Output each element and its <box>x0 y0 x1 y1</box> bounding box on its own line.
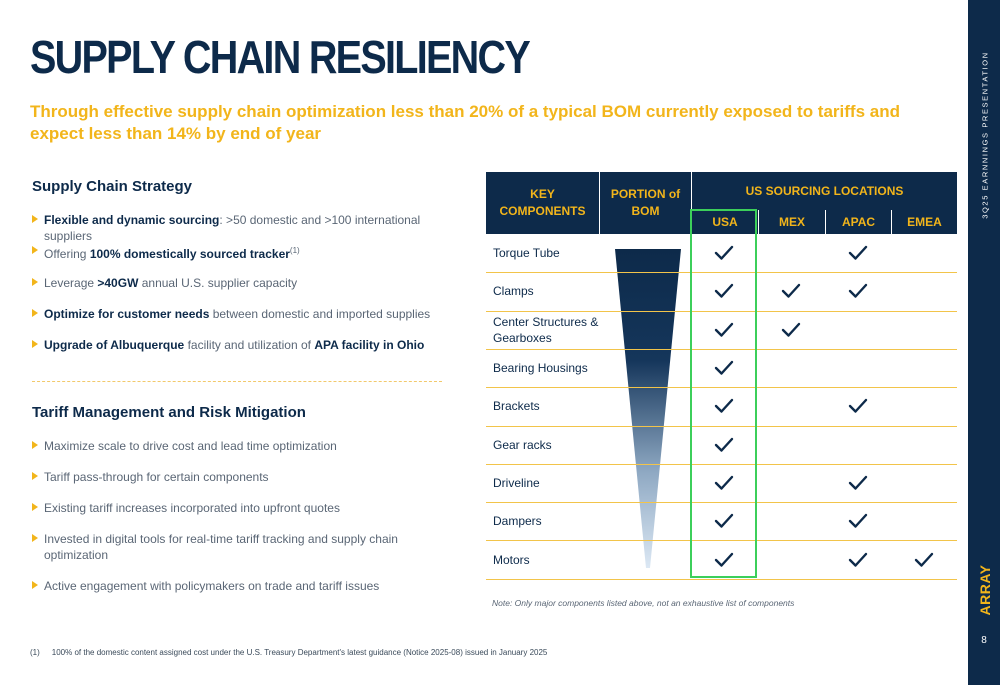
strategy-heading: Supply Chain Strategy <box>32 178 193 195</box>
strategy-bullet: Optimize for customer needs between dome… <box>32 306 462 322</box>
checkmark-icon <box>714 399 734 414</box>
component-name: Torque Tube <box>493 246 560 261</box>
footnote-marker: (1) <box>289 246 300 255</box>
row-divider <box>486 387 957 389</box>
array-logo: ARRAY <box>977 564 993 616</box>
checkmark-icon <box>714 475 734 490</box>
bullet-arrow-icon <box>32 215 38 223</box>
footnote-number: (1) <box>30 648 40 657</box>
row-divider <box>486 578 957 580</box>
bullet-text: facility and utilization of <box>184 338 315 352</box>
component-name: Driveline <box>493 475 540 490</box>
header-country-mex: MEX <box>758 210 825 234</box>
bullet-text: Invested in digital tools for real-time … <box>44 532 398 562</box>
checkmark-icon <box>714 552 734 567</box>
bullet-arrow-icon <box>32 581 38 589</box>
bullet-text: annual U.S. supplier capacity <box>138 276 298 290</box>
checkmark-icon <box>914 552 934 567</box>
bullet-bold: 100% domestically sourced tracker <box>89 247 290 261</box>
checkmark-icon <box>848 552 868 567</box>
bullet-bold: Upgrade of Albuquerque <box>44 338 185 352</box>
footnote-text: 100% of the domestic content assigned co… <box>51 648 548 657</box>
bullet-text: Maximize scale to drive cost and lead ti… <box>44 439 337 453</box>
header-portion-of-bom: PORTION of BOM <box>599 172 691 234</box>
bullet-arrow-icon <box>32 503 38 511</box>
component-name: Motors <box>493 552 530 567</box>
checkmark-icon <box>714 284 734 299</box>
checkmark-icon <box>848 284 868 299</box>
row-divider <box>486 502 957 504</box>
tariff-bullet: Maximize scale to drive cost and lead ti… <box>32 438 462 454</box>
tariff-bullet: Tariff pass-through for certain componen… <box>32 469 462 485</box>
checkmark-icon <box>848 399 868 414</box>
checkmark-icon <box>714 322 734 337</box>
bullet-bold: >40GW <box>97 276 139 290</box>
section-divider <box>32 381 442 382</box>
presentation-label: 3Q25 EARNNINGS PRESENTATION <box>980 51 990 219</box>
bullet-arrow-icon <box>32 340 38 348</box>
header-country-usa: USA <box>691 210 758 234</box>
tariff-bullet: Invested in digital tools for real-time … <box>32 531 412 563</box>
checkmark-icon <box>714 514 734 528</box>
bullet-bold: Flexible and dynamic sourcing <box>44 213 220 227</box>
right-sidebar <box>968 0 1000 685</box>
strategy-bullet: Flexible and dynamic sourcing: >50 domes… <box>32 212 462 244</box>
component-name: Center Structures & Gearboxes <box>493 314 599 345</box>
row-divider <box>486 348 957 350</box>
component-name: Clamps <box>493 284 534 299</box>
header-key-components: KEY COMPONENTS <box>486 172 599 234</box>
bullet-text: between domestic and imported supplies <box>209 307 431 321</box>
bullet-arrow-icon <box>32 441 38 449</box>
header-us-sourcing-locations: US SOURCING LOCATIONS <box>691 172 957 210</box>
bom-portion-funnel <box>615 249 681 568</box>
bullet-text: Tariff pass-through for certain componen… <box>44 470 269 484</box>
component-name: Dampers <box>493 514 542 529</box>
page-number: 8 <box>981 635 987 646</box>
tariff-heading: Tariff Management and Risk Mitigation <box>32 404 306 421</box>
page-subtitle: Through effective supply chain optimizat… <box>30 102 900 143</box>
strategy-bullet: Offering 100% domestically sourced track… <box>32 243 462 262</box>
row-divider <box>486 310 957 312</box>
checkmark-icon <box>781 284 801 299</box>
strategy-bullet: Upgrade of Albuquerque facility and util… <box>32 337 462 353</box>
bullet-bold: APA facility in Ohio <box>314 338 425 352</box>
bullet-arrow-icon <box>32 472 38 480</box>
checkmark-icon <box>714 360 734 375</box>
row-divider <box>486 463 957 465</box>
tariff-bullet: Existing tariff increases incorporated i… <box>32 500 462 516</box>
component-name: Brackets <box>493 399 540 414</box>
row-divider <box>486 540 957 542</box>
table-note: Note: Only major components listed above… <box>492 598 795 608</box>
bullet-arrow-icon <box>32 309 38 317</box>
page-title: SUPPLY CHAIN RESILIENCY <box>30 31 531 83</box>
bullet-text: Existing tariff increases incorporated i… <box>44 501 340 515</box>
row-divider <box>486 425 957 427</box>
checkmark-icon <box>781 322 801 337</box>
component-name: Gear racks <box>493 437 552 452</box>
bullet-text: : >50 domestic and >100 international su… <box>44 213 421 243</box>
footnote: (1) 100% of the domestic content assigned… <box>30 648 547 657</box>
checkmark-icon <box>848 514 868 528</box>
component-name: Bearing Housings <box>493 361 588 376</box>
bullet-arrow-icon <box>32 246 38 254</box>
checkmark-icon <box>848 475 868 490</box>
strategy-bullet: Leverage >40GW annual U.S. supplier capa… <box>32 275 462 291</box>
header-country-apac: APAC <box>825 210 891 234</box>
bullet-arrow-icon <box>32 278 38 286</box>
header-country-emea: EMEA <box>891 210 957 234</box>
bullet-arrow-icon <box>32 534 38 542</box>
bullet-text: Leverage <box>44 276 98 290</box>
checkmark-icon <box>848 245 868 260</box>
bullet-bold: Optimize for customer needs <box>44 307 210 321</box>
bullet-text: Offering <box>44 247 90 261</box>
usa-highlight-box <box>690 209 757 578</box>
bullet-text: Active engagement with policymakers on t… <box>44 579 380 593</box>
row-divider <box>486 272 957 274</box>
checkmark-icon <box>714 437 734 452</box>
checkmark-icon <box>714 245 734 260</box>
tariff-bullet: Active engagement with policymakers on t… <box>32 578 462 594</box>
